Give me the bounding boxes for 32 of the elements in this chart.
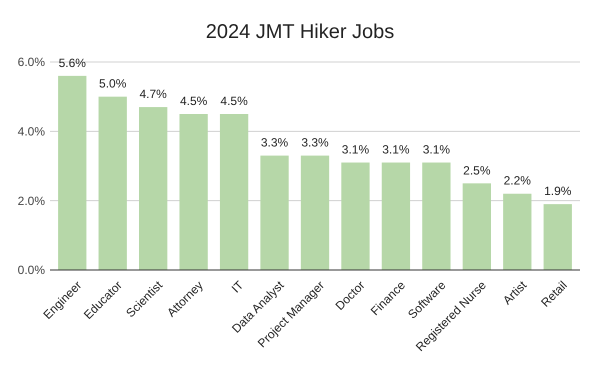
bar: [382, 162, 410, 270]
y-tick-label: 0.0%: [18, 263, 46, 278]
data-label: 3.1%: [342, 142, 370, 157]
bar: [341, 162, 370, 270]
y-tick-label: 2.0%: [18, 194, 46, 208]
x-tick-label: IT: [228, 278, 247, 296]
chart-title: 2024 JMT Hiker Jobs: [206, 21, 394, 43]
data-label: 5.6%: [58, 56, 86, 70]
data-label: 1.9%: [544, 184, 572, 198]
data-label: 2.5%: [463, 163, 491, 178]
bar: [422, 162, 451, 270]
data-label: 3.3%: [260, 136, 289, 150]
data-label: 3.1%: [422, 142, 450, 157]
data-label: 4.5%: [180, 94, 208, 108]
data-label: 5.0%: [99, 76, 127, 91]
bar: [503, 194, 532, 270]
bar: [462, 183, 491, 270]
data-label: 4.5%: [220, 94, 248, 108]
y-tick-label: 6.0%: [18, 55, 46, 70]
bar: [139, 107, 168, 270]
y-tick-label: 4.0%: [18, 124, 46, 139]
bar: [179, 114, 208, 270]
bar: [58, 76, 86, 270]
data-label: 3.3%: [301, 136, 329, 150]
bar: [544, 204, 572, 270]
bar: [300, 156, 330, 270]
bar: [220, 114, 248, 270]
data-label: 2.2%: [504, 174, 532, 188]
data-label: 4.7%: [139, 87, 168, 102]
data-label: 3.1%: [382, 142, 410, 157]
bar: [260, 156, 289, 270]
bar: [98, 96, 127, 270]
